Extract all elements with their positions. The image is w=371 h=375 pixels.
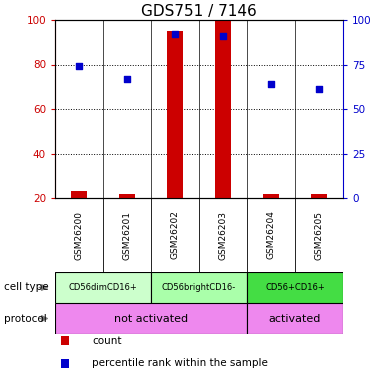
Text: count: count	[92, 336, 122, 346]
Bar	[167, 31, 183, 198]
Bar	[151, 272, 247, 303]
Bar	[55, 272, 151, 303]
Bar	[247, 303, 343, 334]
Text: CD56dimCD16+: CD56dimCD16+	[69, 283, 137, 292]
Bar	[61, 336, 69, 345]
Bar	[61, 358, 69, 368]
Point	[172, 31, 178, 37]
Point	[124, 76, 130, 82]
Text: not activated: not activated	[114, 314, 188, 324]
Point	[76, 63, 82, 69]
Text: protocol: protocol	[4, 314, 46, 324]
Point	[220, 33, 226, 39]
Title: GDS751 / 7146: GDS751 / 7146	[141, 4, 257, 19]
Bar	[214, 20, 232, 198]
Text: GSM26202: GSM26202	[171, 211, 180, 260]
Text: GSM26205: GSM26205	[315, 210, 324, 260]
Point	[316, 86, 322, 92]
Text: GSM26204: GSM26204	[266, 211, 276, 260]
Text: GSM26201: GSM26201	[122, 210, 131, 260]
Bar	[70, 191, 88, 198]
Bar	[311, 194, 327, 198]
Text: CD56brightCD16-: CD56brightCD16-	[162, 283, 236, 292]
Text: GSM26200: GSM26200	[75, 210, 83, 260]
Bar	[119, 194, 135, 198]
Bar	[263, 194, 279, 198]
Point	[268, 81, 274, 87]
Text: GSM26203: GSM26203	[219, 210, 227, 260]
Bar	[247, 272, 343, 303]
Bar	[55, 303, 247, 334]
Text: activated: activated	[269, 314, 321, 324]
Text: CD56+CD16+: CD56+CD16+	[265, 283, 325, 292]
Text: cell type: cell type	[4, 282, 48, 292]
Text: percentile rank within the sample: percentile rank within the sample	[92, 358, 268, 368]
